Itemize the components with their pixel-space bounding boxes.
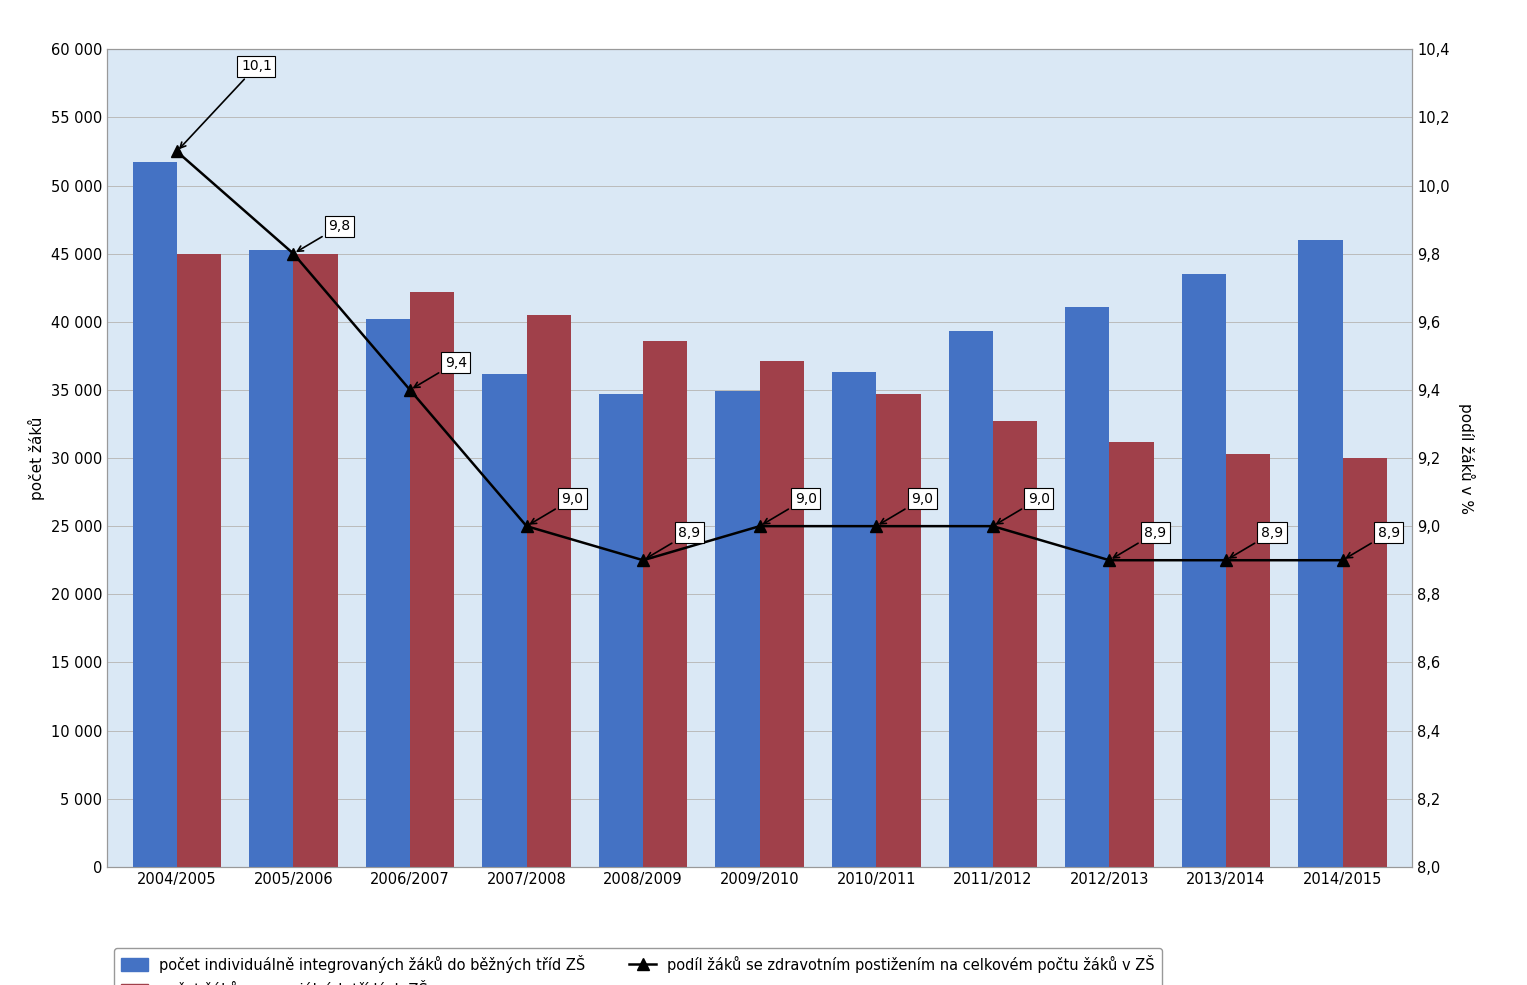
Legend: počet individuálně integrovaných žáků do běžných tříd ZŠ, počet žáků ve speciáln: počet individuálně integrovaných žáků do… — [115, 948, 1162, 985]
Bar — [876, 394, 921, 867]
Bar — [643, 341, 687, 867]
Text: 8,9: 8,9 — [1229, 526, 1283, 558]
Bar — [527, 315, 571, 867]
Bar — [1342, 458, 1387, 867]
Bar — [760, 361, 805, 867]
Bar — [1182, 274, 1226, 867]
Bar — [133, 163, 177, 867]
Bar — [1226, 454, 1270, 867]
Text: 9,8: 9,8 — [298, 220, 351, 251]
Text: 10,1: 10,1 — [180, 59, 272, 148]
Y-axis label: podíl žáků v %: podíl žáků v % — [1458, 403, 1475, 513]
Text: 9,0: 9,0 — [530, 492, 583, 524]
Text: 9,0: 9,0 — [880, 492, 933, 524]
Bar — [483, 373, 527, 867]
Bar — [249, 249, 293, 867]
Y-axis label: počet žáků: počet žáků — [27, 417, 44, 499]
Bar — [832, 372, 876, 867]
Bar — [993, 422, 1037, 867]
Text: 9,0: 9,0 — [997, 492, 1049, 524]
Text: 8,9: 8,9 — [1113, 526, 1167, 558]
Text: 9,0: 9,0 — [764, 492, 817, 524]
Bar — [1298, 240, 1342, 867]
Bar — [365, 319, 409, 867]
Bar — [409, 292, 454, 867]
Bar — [1066, 306, 1110, 867]
Bar — [715, 391, 759, 867]
Bar — [1110, 441, 1154, 867]
Bar — [599, 394, 643, 867]
Text: 9,4: 9,4 — [414, 356, 467, 387]
Bar — [177, 254, 221, 867]
Bar — [293, 254, 337, 867]
Text: 8,9: 8,9 — [647, 526, 701, 558]
Text: 8,9: 8,9 — [1347, 526, 1400, 558]
Bar — [948, 331, 993, 867]
